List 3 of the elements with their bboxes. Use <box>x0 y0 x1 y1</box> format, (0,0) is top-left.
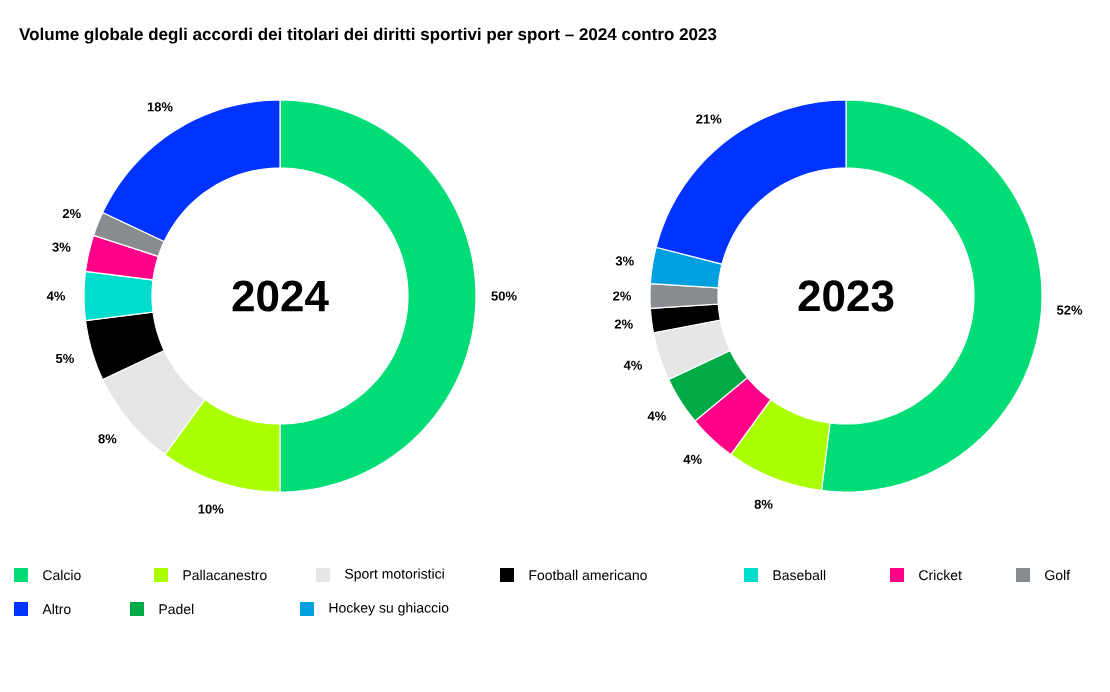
text: 2023 <box>798 280 894 312</box>
text: 2024 <box>232 280 329 312</box>
chart-title: Volume globale degli accordi dei titolari dei diritti sportivi per sport – 2024 contro 2023 <box>19 27 717 44</box>
